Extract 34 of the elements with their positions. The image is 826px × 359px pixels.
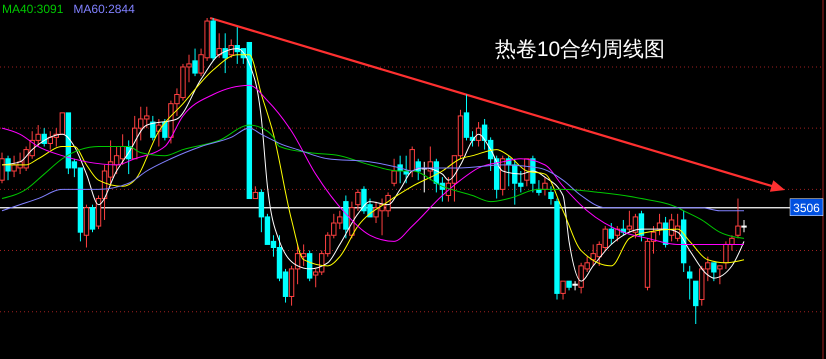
text: MA40:3091	[2, 2, 64, 16]
candlestick	[410, 146, 415, 178]
candlestick	[222, 32, 228, 74]
candlestick	[560, 280, 566, 300]
candlestick	[391, 158, 397, 187]
text: 热卷10合约周线图	[494, 38, 666, 61]
candlestick	[662, 216, 668, 248]
candlestick	[608, 222, 614, 245]
text: MA60:2844	[73, 2, 136, 16]
candlestick	[735, 198, 741, 239]
candlestick	[572, 280, 578, 291]
candlestick	[162, 118, 168, 141]
candlestick	[216, 32, 222, 58]
candlestick	[548, 186, 554, 206]
candlestick	[638, 210, 644, 242]
candlestick	[687, 265, 692, 300]
candlestick	[711, 262, 717, 282]
candlestick	[228, 38, 234, 58]
candlestick	[723, 240, 729, 270]
candlestick	[741, 219, 747, 233]
candlestick	[542, 176, 548, 196]
text: 3506	[793, 201, 820, 216]
candlestick	[192, 48, 198, 77]
candlestick	[42, 128, 47, 148]
candlestick	[566, 280, 572, 291]
candlestick	[150, 115, 156, 141]
candlestick	[0, 152, 5, 184]
candlestick	[717, 265, 723, 285]
candlestick	[90, 204, 96, 233]
candlestick	[614, 226, 620, 242]
candlestick	[60, 112, 66, 135]
candlestick	[252, 186, 258, 200]
candlestick	[355, 188, 361, 212]
candlestick	[476, 122, 482, 148]
